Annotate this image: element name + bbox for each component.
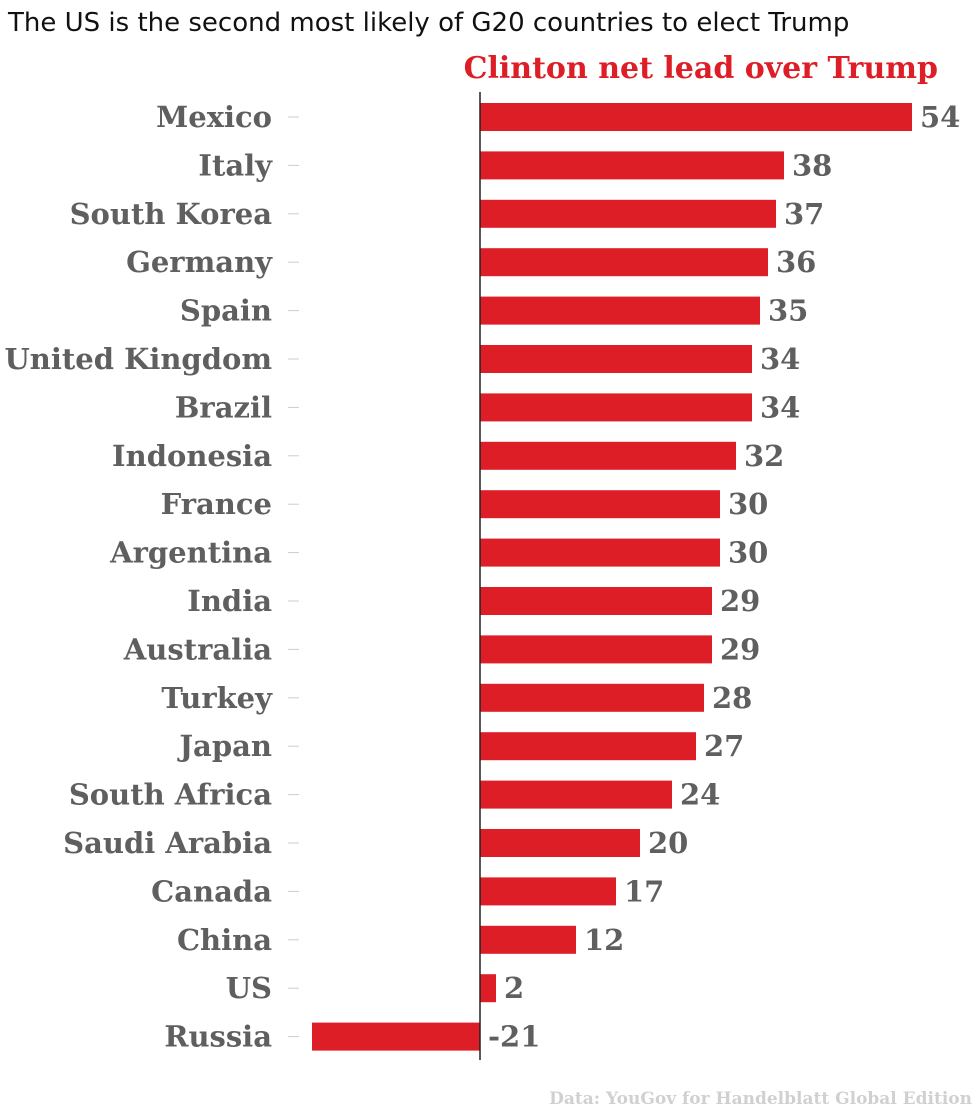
category-label-germany: Germany [126,245,273,279]
category-label-saudi-arabia: Saudi Arabia [63,826,272,860]
category-label-argentina: Argentina [109,536,272,570]
category-label-united-kingdom: United Kingdom [5,342,273,376]
data-label-india: 29 [720,584,760,618]
data-label-turkey: 28 [712,681,752,715]
bar-india [480,587,712,615]
bar-mexico [480,103,912,131]
bar-japan [480,732,696,761]
data-label-mexico: 54 [920,100,960,134]
category-label-france: France [161,487,272,521]
category-label-india: India [187,584,272,618]
data-label-germany: 36 [776,245,816,279]
category-labels: Mexico Italy South Korea Germany Spain United… [5,100,274,1054]
category-label-japan: Japan [176,729,272,763]
data-label-south-korea: 37 [784,197,824,231]
bar-australia [480,635,712,664]
data-label-italy: 38 [792,148,832,182]
bar-italy [480,151,784,180]
data-label-china: 12 [584,923,624,957]
category-label-mexico: Mexico [156,100,272,134]
bar-france [480,490,720,519]
category-label-turkey: Turkey [161,681,273,715]
data-label-france: 30 [728,487,768,521]
data-label-canada: 17 [624,874,664,908]
data-label-us: 2 [504,971,524,1005]
bar-germany [480,248,768,277]
category-label-south-korea: South Korea [70,197,273,231]
bar-brazil [480,393,752,422]
data-label-united-kingdom: 34 [760,342,800,376]
bar-argentina [480,538,720,567]
bar-south-africa [480,780,672,809]
bar-russia [312,1022,480,1051]
source-label: Data: YouGov for Handelblatt Global Edit… [549,1089,972,1109]
bar-canada [480,877,616,906]
bar-china [480,925,576,954]
data-label-australia: 29 [720,632,760,666]
data-label-japan: 27 [704,729,744,763]
category-label-south-africa: South Africa [69,778,272,812]
category-label-us: US [226,971,272,1005]
data-label-brazil: 34 [760,390,800,424]
chart-title: The US is the second most likely of G20 … [8,8,850,38]
data-label-south-africa: 24 [680,778,720,812]
category-label-italy: Italy [198,148,273,182]
bar-saudi-arabia [480,829,640,857]
bar-south-korea [480,199,776,228]
bar-spain [480,296,760,325]
category-label-spain: Spain [180,294,272,328]
data-label-argentina: 30 [728,536,768,570]
category-ticks [288,116,299,1038]
category-label-indonesia: Indonesia [112,439,272,473]
category-label-canada: Canada [151,874,272,908]
data-label-saudi-arabia: 20 [648,826,688,860]
bar-united-kingdom [480,345,752,373]
category-label-australia: Australia [123,632,272,666]
bar-us [480,974,496,1003]
data-label-spain: 35 [768,294,808,328]
category-label-china: China [177,923,272,957]
category-label-brazil: Brazil [175,390,272,424]
series-label: Clinton net lead over Trump [464,51,938,86]
data-label-russia: -21 [488,1020,540,1054]
bars [312,103,912,1051]
bar-indonesia [480,441,736,470]
category-label-russia: Russia [164,1020,272,1054]
bar-turkey [480,683,704,712]
data-label-indonesia: 32 [744,439,784,473]
